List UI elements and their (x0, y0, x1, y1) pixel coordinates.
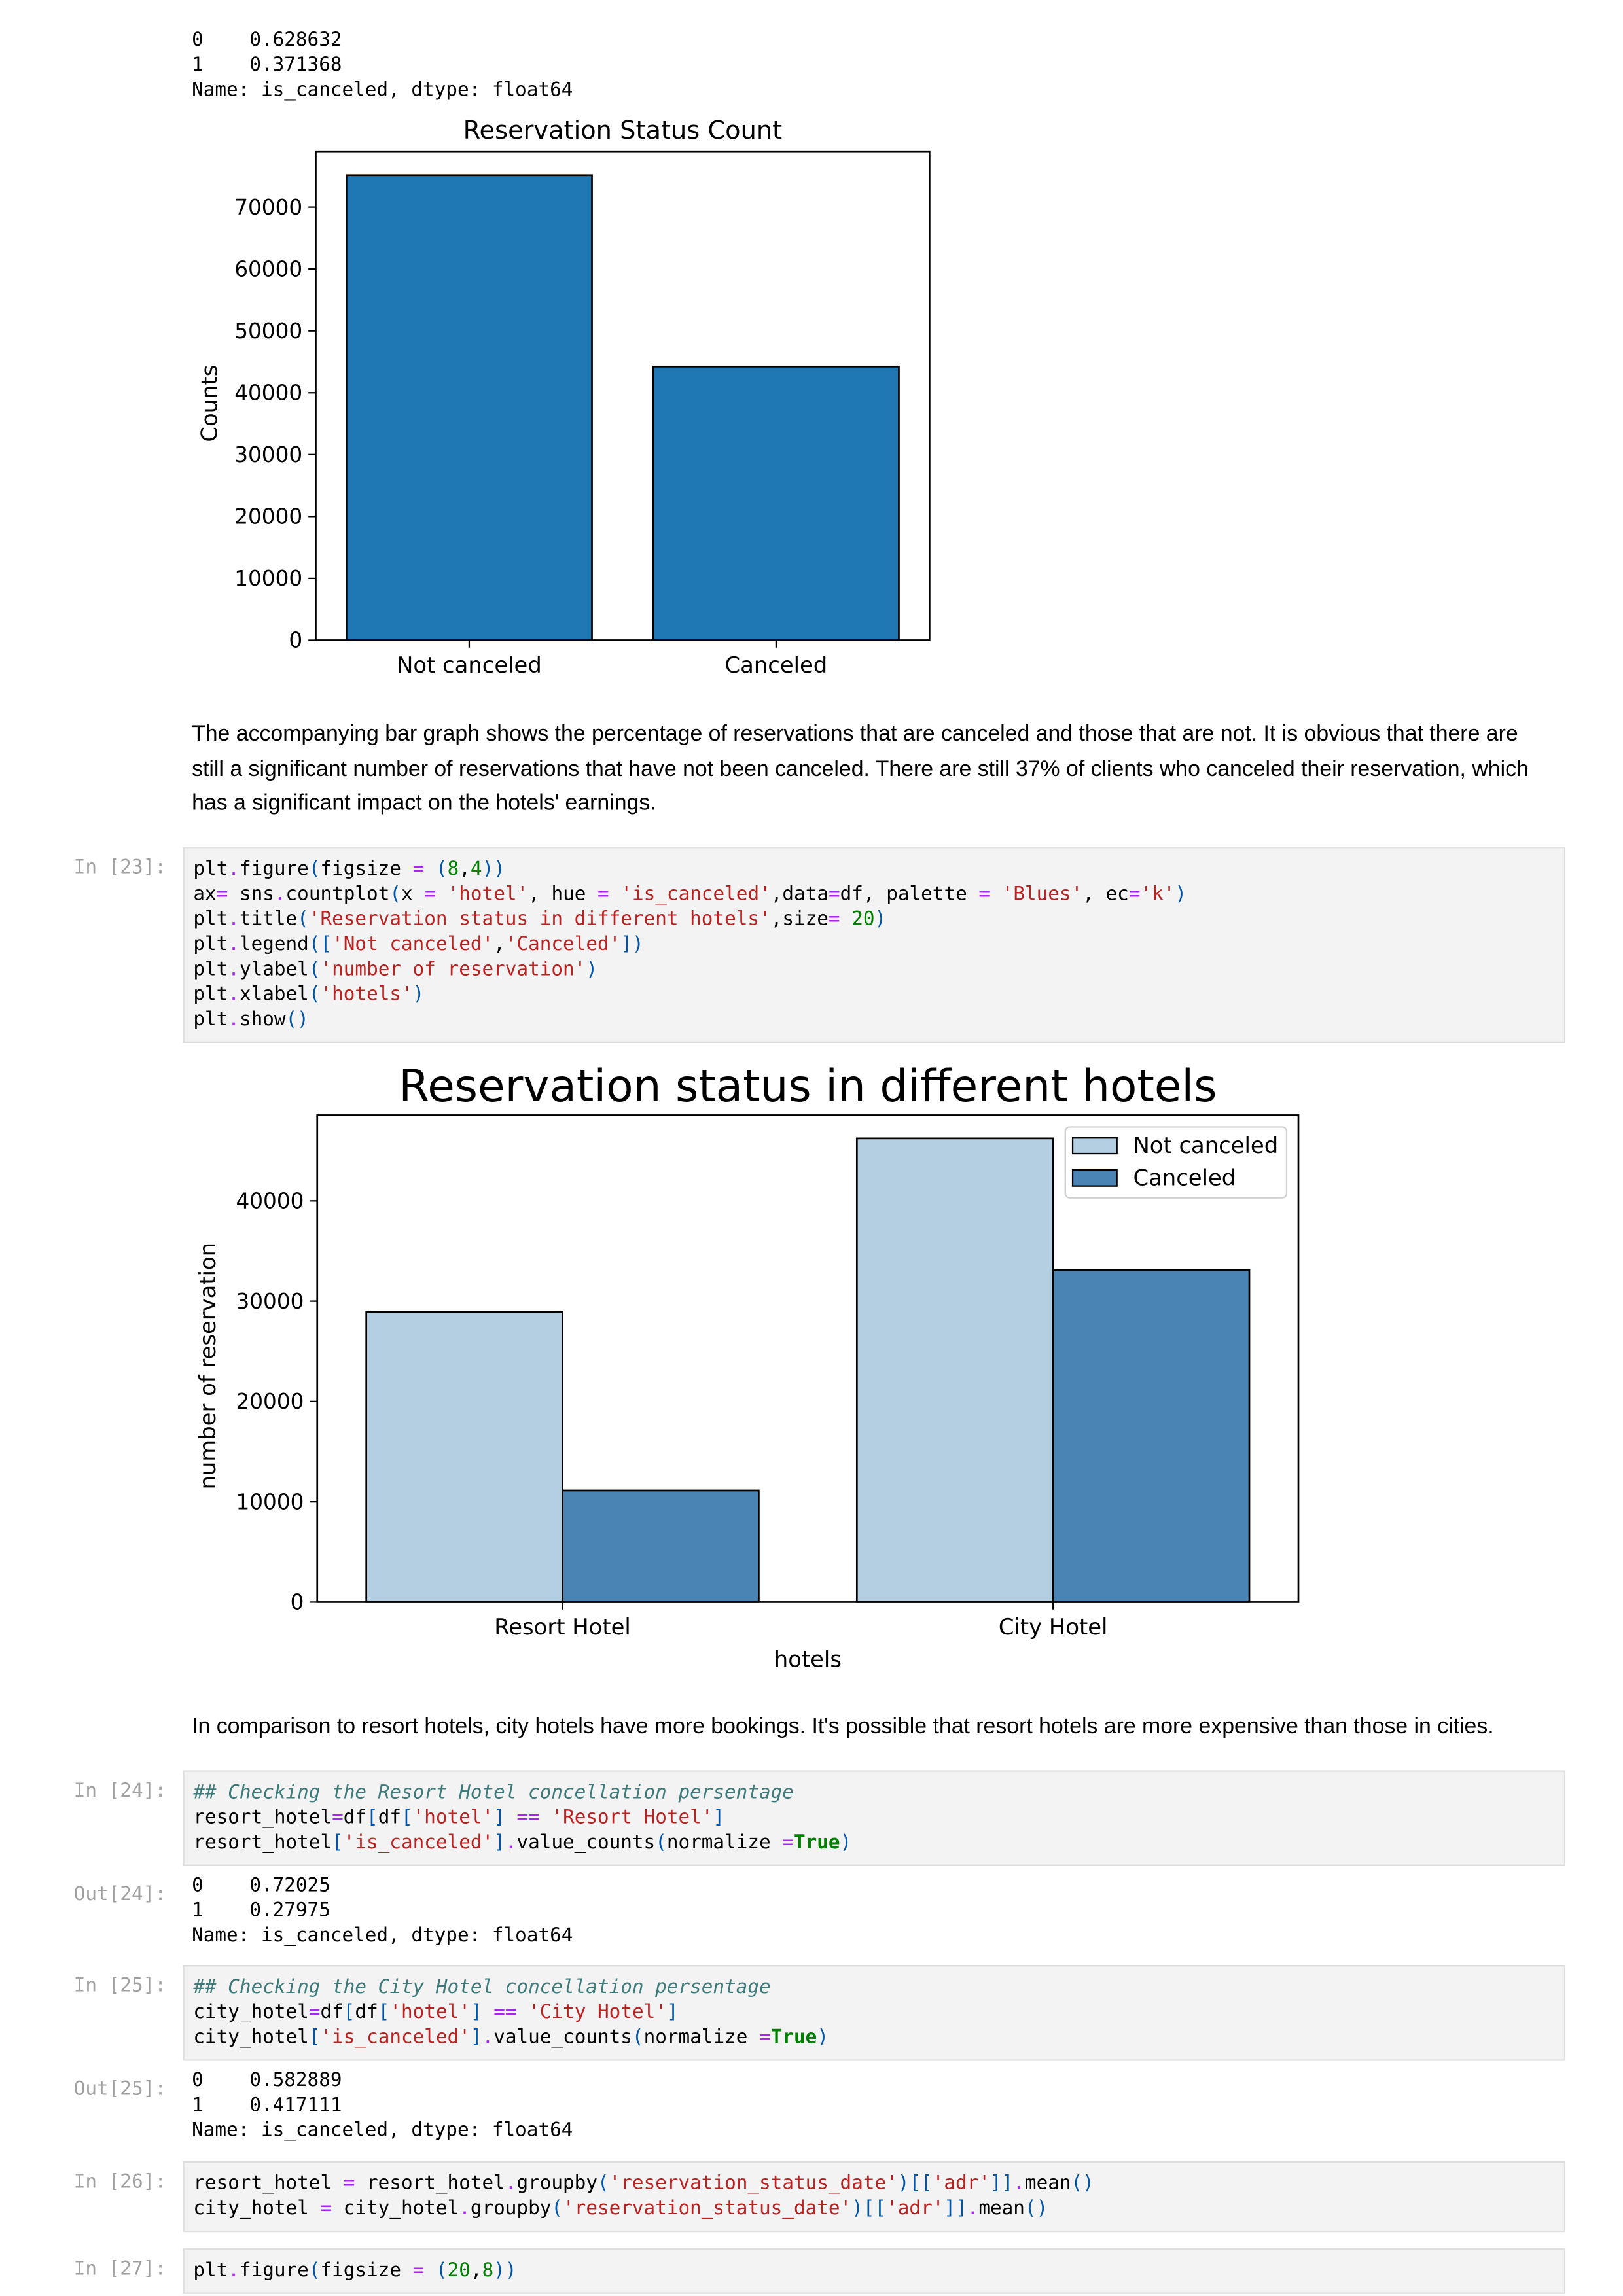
output-cell: 0 0.628632 1 0.371368 Name: is_canceled, d… (192, 28, 573, 103)
code-line: plt.title('Reservation status in differe… (193, 908, 887, 931)
code-line: ax= sns.countplot(x = 'hotel', hue = 'is… (193, 883, 1187, 906)
x-tick-label: Not canceled (397, 652, 542, 678)
output-line: 0 0.72025 (192, 1875, 330, 1898)
code-line: plt.figure(figsize = (20,8)) (193, 2259, 517, 2282)
code-line: city_hotel=df[df['hotel'] == 'City Hotel… (193, 2002, 679, 2024)
x-tick-label: City Hotel (999, 1614, 1108, 1640)
y-tick-label: 30000 (234, 442, 302, 467)
input-prompt: In [26]: (73, 2171, 166, 2194)
output-line: Name: is_canceled, dtype: float64 (192, 79, 573, 102)
bar (365, 1311, 563, 1603)
chart-title: Reservation status in different hotels (399, 1060, 1217, 1112)
output-line: 1 0.417111 (192, 2094, 342, 2117)
input-prompt: In [25]: (73, 1975, 166, 1998)
bar (562, 1489, 760, 1603)
x-tick-label: Resort Hotel (494, 1614, 630, 1640)
y-tick-label: 40000 (234, 381, 302, 406)
code-line: city_hotel = city_hotel.groupby('reserva… (193, 2198, 1048, 2221)
code-line: ## Checking the Resort Hotel concellatio… (193, 1782, 794, 1805)
y-axis-label: Counts (196, 365, 222, 442)
output-cell: 0 0.72025 1 0.27975 Name: is_canceled, dty… (192, 1873, 573, 1949)
y-tick-label: 40000 (236, 1189, 304, 1214)
output-prompt: Out[24]: (73, 1884, 166, 1906)
paragraph: The accompanying bar graph shows the per… (192, 721, 1529, 816)
y-tick-label: 50000 (234, 319, 302, 344)
code-line: plt.legend(['Not canceled','Canceled']) (193, 934, 644, 956)
input-prompt: In [27]: (73, 2258, 166, 2281)
code-line: plt.xlabel('hotels') (193, 983, 425, 1006)
output-line: 1 0.371368 (192, 54, 342, 77)
legend-box (1064, 1126, 1288, 1199)
y-tick-label: 0 (291, 1590, 304, 1615)
x-tick-label: Canceled (725, 652, 828, 678)
y-tick-label: 70000 (234, 195, 302, 220)
y-tick-label: 10000 (234, 566, 302, 591)
bar (652, 365, 900, 641)
input-prompt: In [24]: (73, 1780, 166, 1803)
code-cell: plt.figure(figsize = (20,8)) (183, 2248, 1566, 2294)
code-cell: ## Checking the Resort Hotel concellatio… (183, 1770, 1566, 1866)
code-line: resort_hotel = resort_hotel.groupby('res… (193, 2172, 1094, 2195)
bar (346, 174, 593, 641)
y-tick-label: 10000 (236, 1489, 304, 1514)
output-cell: 0 0.582889 1 0.417111 Name: is_canceled, d… (192, 2068, 573, 2144)
axes-frame (316, 1114, 1300, 1603)
code-line: plt.figure(figsize = (8,4)) (193, 858, 505, 881)
axes-frame (315, 150, 931, 641)
output-line: Name: is_canceled, dtype: float64 (192, 2119, 573, 2142)
code-line: city_hotel['is_canceled'].value_counts(n… (193, 2026, 829, 2049)
y-tick-label: 60000 (234, 256, 302, 281)
chart-title: Reservation Status Count (463, 116, 783, 145)
output-line: 0 0.628632 (192, 29, 342, 52)
y-tick-label: 30000 (236, 1289, 304, 1314)
y-axis-label: number of reservation (195, 1243, 221, 1490)
code-line: plt.ylabel('number of reservation') (193, 959, 597, 981)
legend-label: Canceled (1133, 1165, 1236, 1191)
code-cell: plt.figure(figsize = (8,4)) ax= sns.count… (183, 847, 1566, 1043)
code-line: resort_hotel=df[df['hotel'] == 'Resort H… (193, 1807, 725, 1829)
bar (1052, 1269, 1251, 1603)
code-line: ## Checking the City Hotel concellation … (193, 1977, 771, 1999)
code-line: plt.show() (193, 1009, 309, 1031)
y-tick-label: 20000 (236, 1389, 304, 1414)
paragraph: In comparison to resort hotels, city hot… (192, 1714, 1494, 1740)
y-tick-label: 0 (289, 628, 302, 653)
input-prompt: In [23]: (73, 857, 166, 879)
legend-swatch (1071, 1169, 1118, 1187)
bar (855, 1137, 1054, 1603)
legend-swatch (1071, 1137, 1118, 1155)
code-cell: resort_hotel = resort_hotel.groupby('res… (183, 2161, 1566, 2233)
y-tick-label: 20000 (234, 504, 302, 529)
code-line: resort_hotel['is_canceled'].value_counts… (193, 1832, 852, 1854)
output-line: 1 0.27975 (192, 1899, 330, 1922)
code-cell: ## Checking the City Hotel concellation … (183, 1965, 1566, 2061)
output-line: Name: is_canceled, dtype: float64 (192, 1925, 573, 1947)
output-line: 0 0.582889 (192, 2070, 342, 2092)
x-axis-label: hotels (774, 1647, 842, 1672)
legend-label: Not canceled (1133, 1133, 1278, 1158)
output-prompt: Out[25]: (73, 2078, 166, 2101)
